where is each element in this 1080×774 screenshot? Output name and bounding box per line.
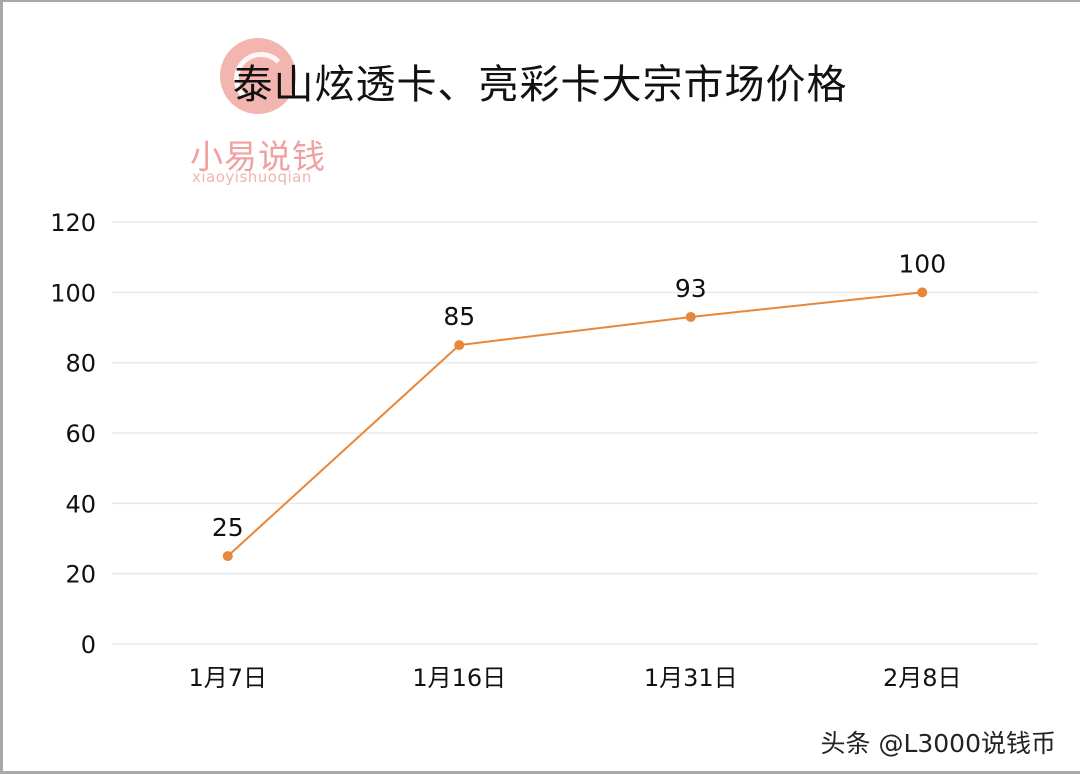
footer-attribution: 头条 @L3000说钱币 xyxy=(820,729,1057,758)
series-line xyxy=(227,291,923,557)
x-tick-label: 2月8日 xyxy=(883,664,962,692)
data-labels: 25 85 93 100 xyxy=(212,249,946,542)
data-point xyxy=(454,340,465,351)
y-tick-label: 60 xyxy=(65,420,96,448)
y-tick-label: 80 xyxy=(65,350,96,378)
gridlines xyxy=(112,221,1038,645)
chart-title: 泰山炫透卡、亮彩卡大宗市场价格 xyxy=(232,62,848,108)
watermark-name: 小易说钱 xyxy=(190,137,326,176)
x-tick-label: 1月7日 xyxy=(188,664,267,692)
logo-swirl-decoration xyxy=(234,52,288,106)
watermark-logo: 小易说钱 xiaoyishuoqian xyxy=(186,36,336,186)
y-tick-label: 40 xyxy=(65,490,96,518)
y-tick-label: 0 xyxy=(81,631,96,659)
y-tick-label: 100 xyxy=(50,279,96,307)
x-tick-label: 1月31日 xyxy=(644,664,738,692)
watermark-pinyin: xiaoyishuoqian xyxy=(192,168,312,186)
data-label: 25 xyxy=(212,513,244,542)
y-axis-ticks: 0 20 40 60 80 100 120 xyxy=(50,209,96,659)
data-point xyxy=(222,551,233,562)
data-point xyxy=(685,311,696,322)
x-tick-label: 1月16日 xyxy=(412,664,506,692)
data-label: 100 xyxy=(898,249,946,278)
data-label: 85 xyxy=(443,302,475,331)
x-axis-ticks: 1月7日 1月16日 1月31日 2月8日 xyxy=(188,664,961,692)
y-tick-label: 20 xyxy=(65,561,96,589)
data-label: 93 xyxy=(675,274,707,303)
data-points xyxy=(222,287,928,562)
data-point xyxy=(917,287,928,298)
y-tick-label: 120 xyxy=(50,209,96,237)
